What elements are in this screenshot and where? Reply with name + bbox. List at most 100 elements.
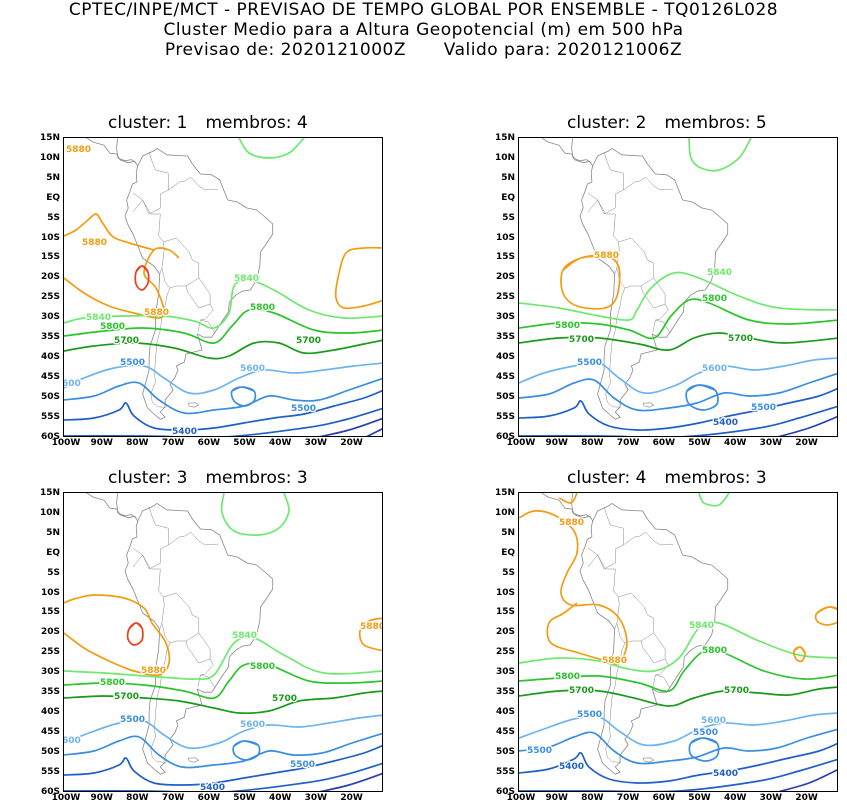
lat-tick-label: 15N xyxy=(39,488,60,498)
coastline-south-america xyxy=(579,148,729,420)
contour-5500 xyxy=(64,377,382,415)
map-svg: 5880 5880 5840 5800 5800 5700 5700 5600 5500 5500… xyxy=(519,493,837,791)
lon-tick-label: 40W xyxy=(723,438,747,448)
country-border xyxy=(605,287,626,408)
lat-tick-label: 40S xyxy=(495,351,515,362)
contour-label: 5800 xyxy=(555,672,580,682)
lat-tick-label: 5N xyxy=(501,172,515,183)
contour-5880-west xyxy=(64,594,171,677)
contour-5880-closed-small xyxy=(792,646,806,663)
contour-label: 5880 xyxy=(360,622,383,632)
island-coastline xyxy=(642,402,655,408)
cluster-label: cluster: xyxy=(567,468,631,488)
contour-label: 5600 xyxy=(240,720,265,730)
members-label: membros: xyxy=(205,468,292,488)
lon-tick-label: 20W xyxy=(795,438,818,448)
contour-5800 xyxy=(519,648,837,693)
lat-tick-label: 55S xyxy=(495,766,515,777)
contour-label: 5600 xyxy=(702,364,727,374)
lat-tick-label: 50S xyxy=(40,746,60,757)
map-svg: 5880 5880 5840 5800 5800 5700 5700 5600 600 5500 5… xyxy=(64,493,383,791)
contour-label: 5700 xyxy=(728,334,753,344)
coastline-central-america xyxy=(86,138,139,167)
lat-tick-label: 40S xyxy=(40,351,60,362)
lat-tick-label: 5N xyxy=(501,527,515,538)
country-border xyxy=(150,287,171,408)
panel-title: cluster: 1 membros: 4 xyxy=(108,113,308,133)
lat-tick-label: 30S xyxy=(495,312,515,323)
contour-5400 xyxy=(64,744,382,786)
lat-tick-label: 30S xyxy=(40,312,60,323)
cluster-number: 1 xyxy=(176,113,188,133)
country-border xyxy=(616,592,655,644)
contour-5300 xyxy=(519,405,837,436)
lat-tick-label: 25S xyxy=(495,647,515,658)
contour-label: 5880 xyxy=(559,518,584,528)
lon-tick-label: 30W xyxy=(304,793,328,803)
lat-tick-label: 60S xyxy=(40,431,60,442)
contour-label: 5700 xyxy=(114,336,139,346)
country-border xyxy=(652,658,669,688)
coastline-south-america xyxy=(579,503,729,775)
contour-5880-ridge xyxy=(64,213,155,251)
lat-tick-label: 40S xyxy=(495,706,515,717)
contour-5600 xyxy=(64,362,382,395)
lat-tick-label: 45S xyxy=(40,371,60,382)
lon-tick-label: 60W xyxy=(652,438,676,448)
lat-tick-label: 5S xyxy=(502,212,515,223)
contour-5840-north xyxy=(238,138,305,159)
lat-tick-label: 25S xyxy=(40,647,60,658)
lat-tick-label: 40S xyxy=(40,706,60,717)
lon-tick-label: 50W xyxy=(688,793,711,803)
lon-tick-label: 80W xyxy=(126,438,149,448)
contour-5300 xyxy=(519,758,837,791)
lat-tick-label: 10S xyxy=(495,232,515,243)
subtitle: Cluster Medio para a Altura Geopotencial… xyxy=(163,20,684,40)
country-border xyxy=(655,319,671,333)
country-border xyxy=(161,237,200,289)
contour-label: 5800 xyxy=(100,322,125,332)
country-border xyxy=(652,303,669,333)
lat-tick-label: 45S xyxy=(40,726,60,737)
country-border xyxy=(197,658,214,688)
cluster-label: cluster: xyxy=(108,113,172,133)
lon-tick-label: 50W xyxy=(233,438,256,448)
lat-tick-label: 15S xyxy=(40,607,60,618)
lat-tick-label: 10N xyxy=(494,507,515,518)
members-label: membros: xyxy=(205,113,292,133)
lat-tick-label: 10S xyxy=(495,587,515,598)
lon-tick-label: 100W xyxy=(506,793,536,803)
lat-tick-label: 10N xyxy=(39,152,60,163)
lon-tick-label: 90W xyxy=(545,793,568,803)
contour-5600 xyxy=(519,712,837,747)
map-svg: 5880 5840 5800 5800 5700 5700 5600 5500 5500 5400 xyxy=(519,138,837,436)
contour-label: 5700 xyxy=(272,694,297,704)
lat-tick-label: 15N xyxy=(494,488,515,498)
lon-tick-label: 80W xyxy=(581,793,604,803)
contour-label: 5840 xyxy=(707,268,732,278)
country-border xyxy=(623,531,674,546)
country-border xyxy=(587,151,624,215)
contour-5200 xyxy=(319,417,382,436)
coastline-central-america xyxy=(541,493,594,522)
contour-5100 xyxy=(366,428,382,436)
contour-5700 xyxy=(519,686,837,707)
contour-5840 xyxy=(519,271,837,322)
country-border xyxy=(168,176,219,191)
contour-5500-closed xyxy=(685,384,719,411)
lon-tick-label: 20W xyxy=(340,793,363,803)
lon-tick-label: 100W xyxy=(51,793,81,803)
lon-tick-label: 90W xyxy=(90,793,113,803)
contour-label: 5600 xyxy=(240,364,265,374)
lon-tick-label: 40W xyxy=(268,793,292,803)
lon-tick-label: 100W xyxy=(506,438,536,448)
lon-tick-label: 70W xyxy=(616,793,640,803)
country-border xyxy=(200,319,216,333)
contour-label: 5840 xyxy=(232,631,257,641)
cluster-number: 2 xyxy=(635,113,647,133)
lat-tick-label: EQ xyxy=(46,547,60,558)
map-panel: 5880 5880 5840 5800 5800 5700 5700 5600 600 5500 5… xyxy=(63,492,383,792)
main-title: CPTEC/INPE/MCT - PREVISAO DE TEMPO GLOBA… xyxy=(68,0,779,20)
country-border xyxy=(655,674,671,688)
country-border xyxy=(640,277,666,309)
